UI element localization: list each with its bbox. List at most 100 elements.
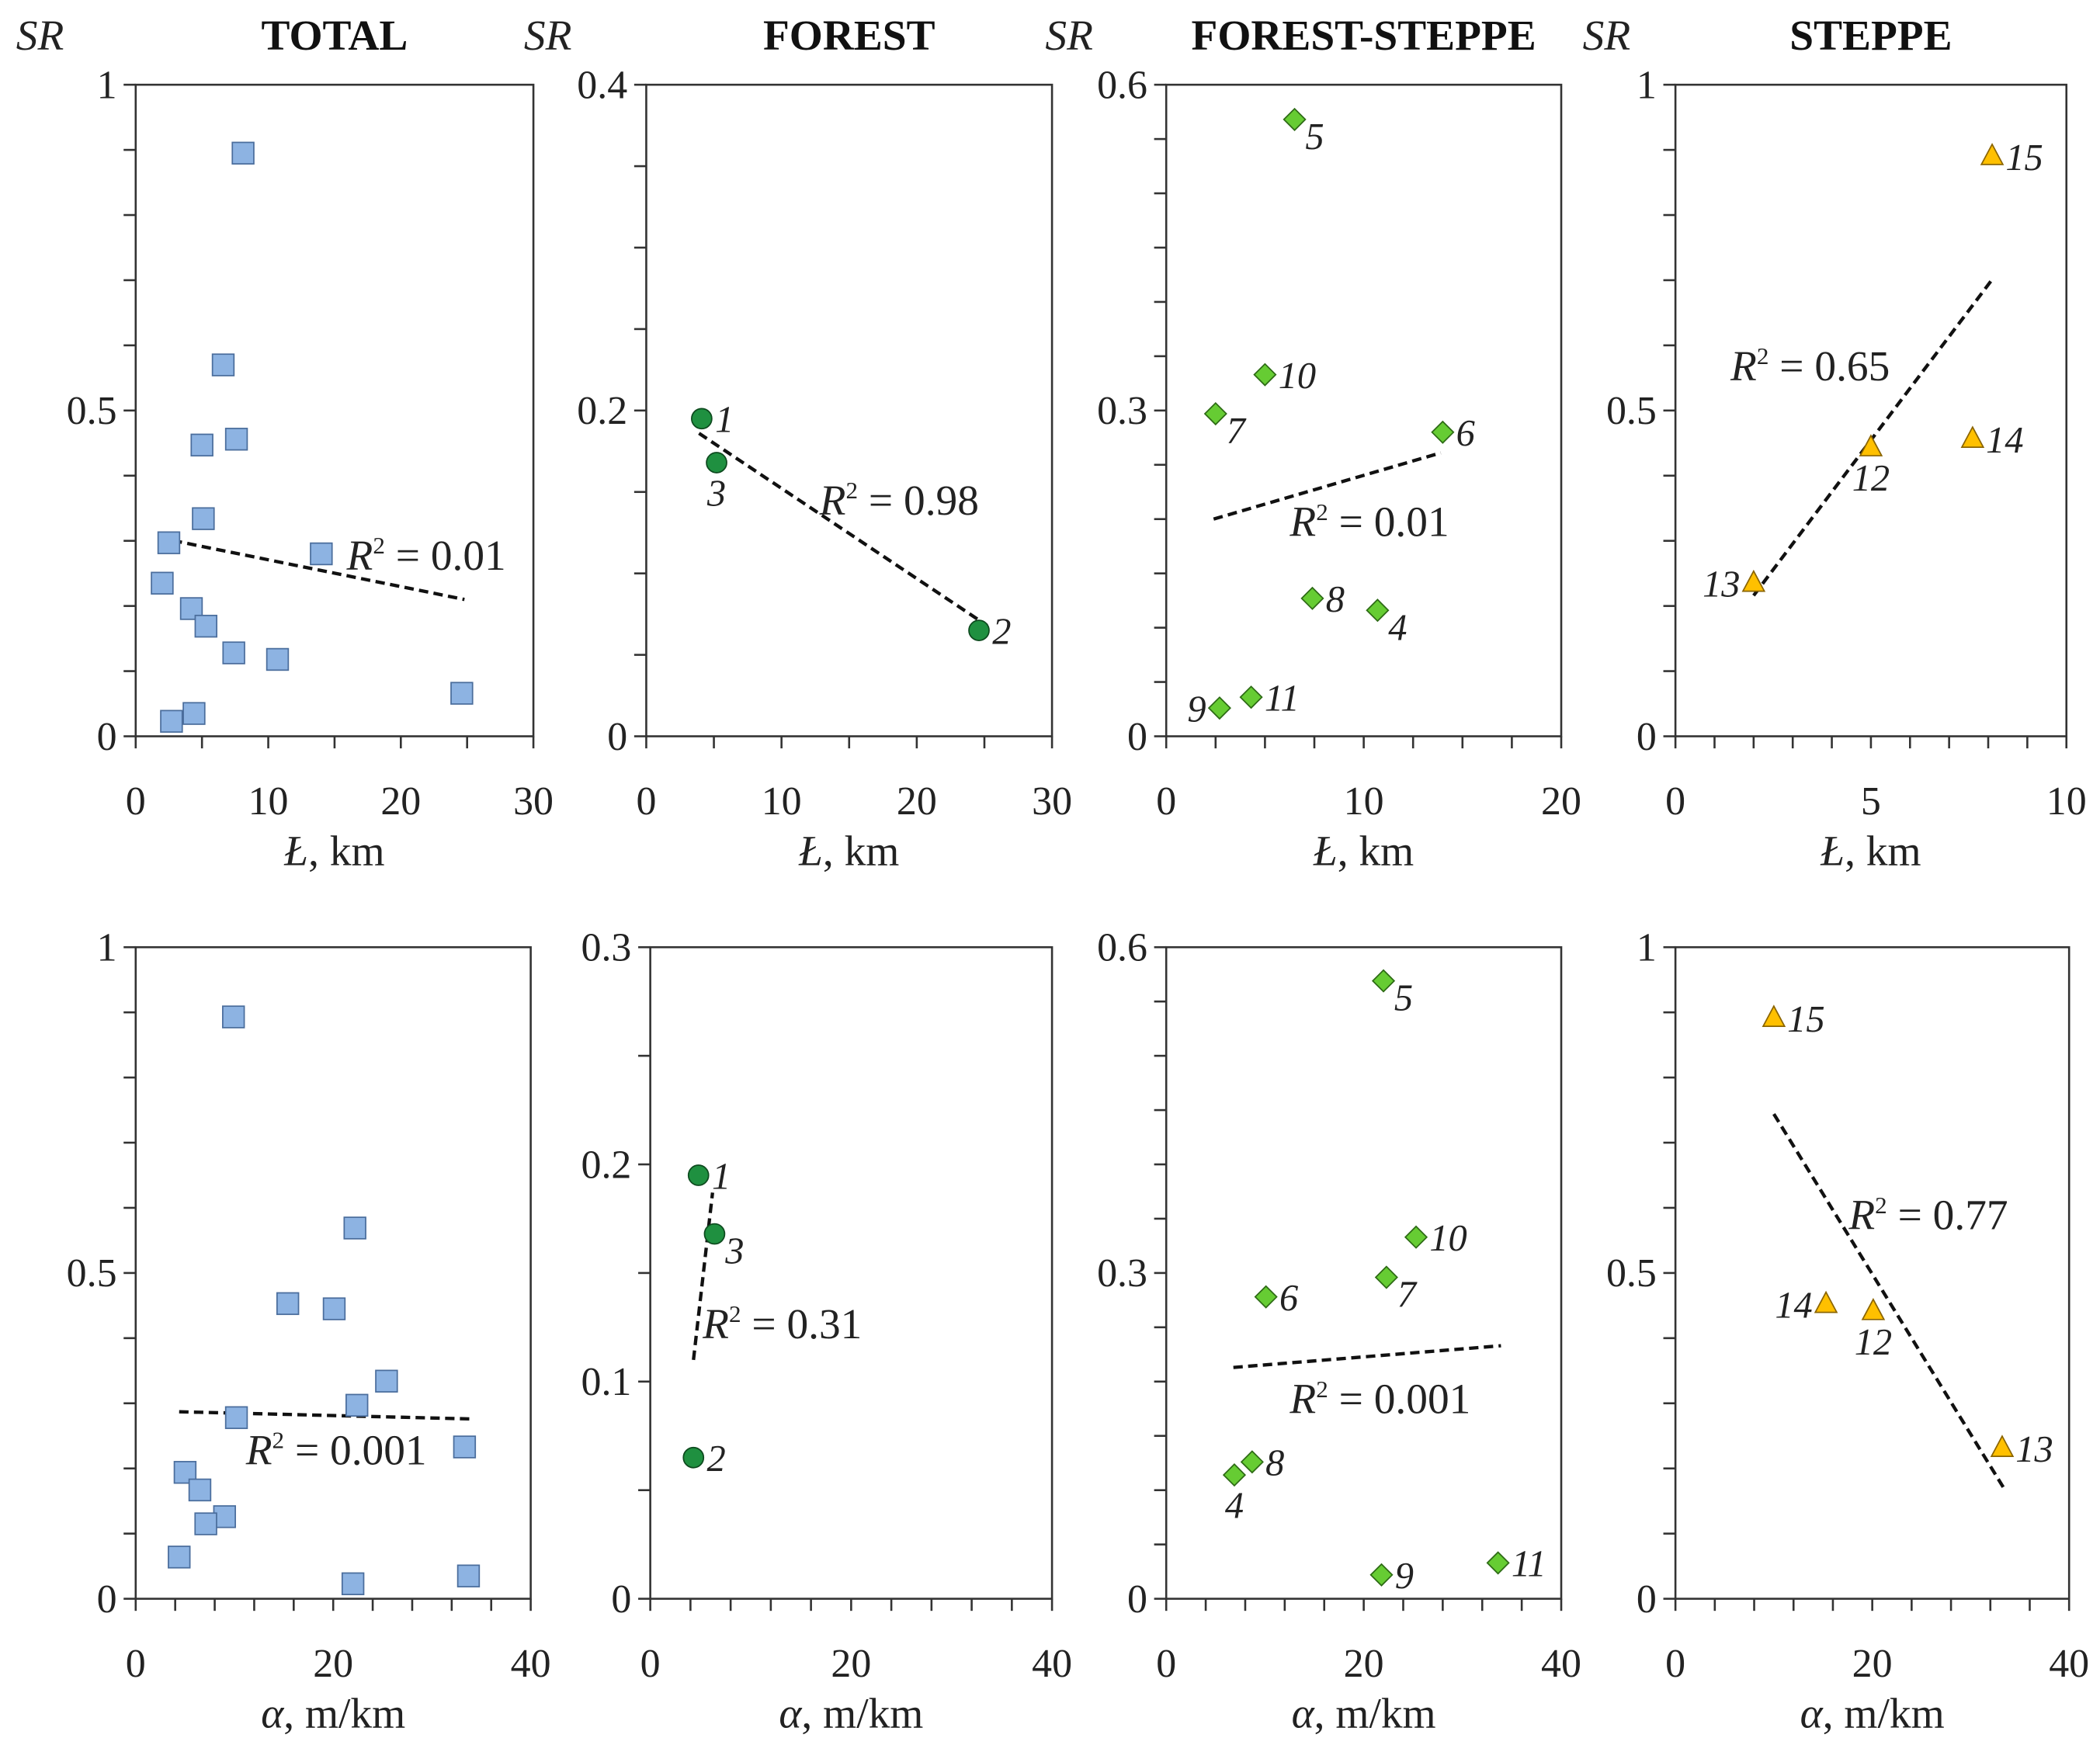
data-point <box>266 647 290 671</box>
r-squared-value: 0.98 <box>904 477 979 524</box>
trendline <box>158 536 465 602</box>
r-symbol: R <box>245 1427 272 1474</box>
data-point <box>190 433 213 457</box>
point-label: 3 <box>706 473 726 514</box>
data-point <box>173 1461 197 1484</box>
x-tick-label: 20 <box>1344 1642 1384 1686</box>
equals-sign: = <box>284 1427 330 1474</box>
data-point <box>211 353 235 376</box>
x-axis-symbol: α <box>1800 1690 1824 1737</box>
data-point <box>1980 143 2005 165</box>
r-squared-value: 0.001 <box>330 1427 427 1474</box>
panel-title: FOREST-STEPPE <box>1192 12 1536 59</box>
x-axis-unit: , m/km <box>283 1690 405 1737</box>
x-tick-label: 20 <box>897 779 937 824</box>
point-label: 13 <box>1703 564 1740 605</box>
data-point <box>1741 569 1766 592</box>
data-point <box>1254 1285 1278 1309</box>
point-label: 12 <box>1852 458 1890 499</box>
superscript-2: 2 <box>846 477 859 504</box>
data-point <box>450 682 474 705</box>
data-point <box>1762 1004 1786 1027</box>
point-label: 3 <box>724 1231 744 1272</box>
y-tick-label: 0.4 <box>577 63 627 107</box>
x-axis-symbol: Ł <box>283 827 308 875</box>
data-point <box>213 1505 236 1528</box>
y-axis-label: SR <box>524 12 572 59</box>
superscript-2: 2 <box>729 1300 741 1327</box>
r-symbol: R <box>1730 342 1757 390</box>
x-tick-label: 20 <box>1541 779 1581 824</box>
y-tick-label: 0.6 <box>1097 63 1147 107</box>
x-tick-label: 0 <box>1665 1642 1685 1686</box>
y-axis-label: SR <box>16 12 64 59</box>
y-tick-label: 1 <box>1637 926 1657 970</box>
panel-row2-6: 0 0.3 0.6 0 20 40 α, m/km 5 10 7 6 84 9 11 R2 = 0.001 <box>1097 926 1581 1737</box>
y-tick-label: 0.2 <box>577 389 627 433</box>
x-axis-label: Ł, km <box>1313 827 1414 875</box>
trendline <box>698 432 988 627</box>
superscript-2: 2 <box>1757 342 1769 369</box>
data-point <box>1300 586 1324 610</box>
x-tick-label: 0 <box>636 779 656 824</box>
point-label: 10 <box>1279 356 1316 397</box>
data-point <box>224 1406 248 1429</box>
plot-frame <box>649 945 1053 1600</box>
point-label: 13 <box>2015 1429 2053 1470</box>
r-squared-value: 0.01 <box>431 532 506 579</box>
data-point <box>375 1369 398 1393</box>
data-point <box>1990 1435 2015 1457</box>
x-tick-label: 0 <box>126 1642 146 1686</box>
point-label: 7 <box>1227 411 1247 452</box>
point-label: 11 <box>1512 1544 1546 1585</box>
x-axis-unit: , km <box>823 827 899 875</box>
r-squared-label: R2 = 0.98 <box>819 477 979 524</box>
data-point <box>322 1297 346 1320</box>
superscript-2: 2 <box>373 532 385 559</box>
r-squared-value: 0.65 <box>1814 342 1890 390</box>
superscript-2: 2 <box>272 1427 285 1454</box>
trendline <box>1752 278 1994 597</box>
r-squared-label: R2 = 0.31 <box>702 1300 862 1348</box>
data-point <box>188 1478 212 1502</box>
r-squared-value: 0.77 <box>1933 1192 2008 1239</box>
x-tick-label: 10 <box>248 779 289 824</box>
equals-sign: = <box>741 1300 787 1348</box>
trendline <box>1233 1344 1501 1369</box>
data-point <box>1486 1551 1510 1575</box>
r-squared-value: 0.31 <box>786 1300 862 1348</box>
r-symbol: R <box>1848 1192 1875 1239</box>
plot-frame <box>1674 945 2070 1600</box>
x-axis-unit: , m/km <box>801 1690 923 1737</box>
x-tick-label: 10 <box>2046 779 2087 824</box>
x-tick-label: 5 <box>1861 779 1881 824</box>
data-point <box>1239 685 1263 709</box>
data-point <box>1222 1463 1247 1487</box>
equals-sign: = <box>385 532 431 579</box>
data-point <box>1404 1225 1428 1249</box>
point-label: 1 <box>712 1156 731 1197</box>
point-label: 9 <box>1187 689 1206 730</box>
point-label: 15 <box>1787 999 1824 1040</box>
x-tick-label: 40 <box>2049 1642 2089 1686</box>
superscript-2: 2 <box>1316 1376 1328 1403</box>
x-axis-unit: , km <box>1845 827 1921 875</box>
data-point <box>1240 1450 1264 1474</box>
y-tick-label: 0 <box>1127 715 1147 759</box>
point-label: 8 <box>1265 1443 1284 1484</box>
superscript-2: 2 <box>1875 1192 1887 1219</box>
trendline <box>179 1410 471 1421</box>
equals-sign: = <box>1887 1192 1933 1239</box>
x-axis-label: α, m/km <box>261 1690 405 1737</box>
data-point <box>224 428 248 451</box>
plot-frame <box>1674 83 2068 737</box>
data-point <box>687 1164 710 1186</box>
superscript-2: 2 <box>1316 498 1328 526</box>
x-tick-label: 30 <box>513 779 554 824</box>
x-tick-label: 0 <box>640 1642 661 1686</box>
equals-sign: = <box>1769 342 1814 390</box>
y-tick-label: 0 <box>97 1577 117 1622</box>
